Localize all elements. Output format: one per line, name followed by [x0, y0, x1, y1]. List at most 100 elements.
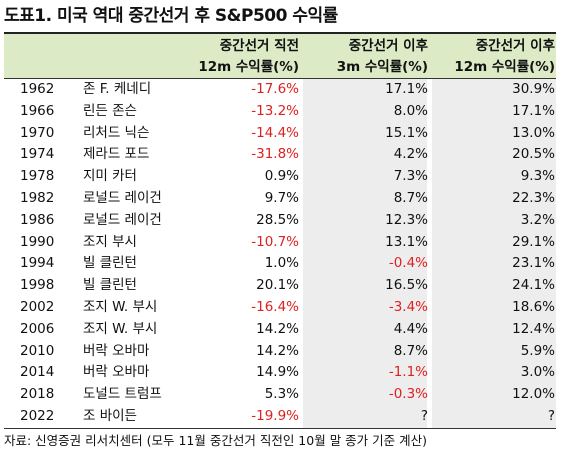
post12m-return-cell: 23.1% [512, 255, 555, 272]
table-row: 1982 로널드 레이건 9.7% 8.7% 22.3% [0, 188, 563, 210]
year-cell: 1998 [20, 277, 55, 294]
post12m-return-cell: 20.5% [512, 146, 555, 163]
year-cell: 1994 [20, 255, 55, 272]
year-cell: 1962 [20, 81, 55, 97]
table-row: 1986 로널드 레이건 28.5% 12.3% 3.2% [0, 210, 563, 232]
column-shade-post12m [432, 79, 556, 428]
post3m-return-cell: -0.3% [388, 386, 428, 403]
post12m-return-cell: 12.0% [512, 386, 555, 403]
table-row: 1990 조지 부시 -10.7% 13.1% 29.1% [0, 232, 563, 254]
pre12m-return-cell: 28.5% [256, 211, 299, 228]
pre12m-return-cell: -17.6% [251, 81, 299, 97]
pre12m-return-cell: 20.1% [256, 277, 299, 294]
post3m-return-cell: 12.3% [385, 211, 428, 228]
pre12m-return-cell: -14.4% [251, 124, 299, 141]
header-post12m-line1: 중간선거 이후 [475, 38, 555, 54]
table-row: 2022 조 바이든 -19.9%?? [0, 406, 563, 428]
president-cell: 리처드 닉슨 [83, 124, 150, 141]
top-rule [4, 32, 556, 34]
post3m-return-cell: -0.4% [388, 255, 428, 272]
president-cell: 로널드 레이건 [83, 211, 162, 228]
year-cell: 2006 [20, 320, 55, 337]
header-post3m-line2: 3m 수익률(%) [336, 59, 428, 75]
pre12m-return-cell: -10.7% [251, 233, 299, 250]
table-row: 1994 빌 클린턴 1.0% -0.4% 23.1% [0, 253, 563, 275]
pre12m-return-cell: 14.2% [256, 320, 299, 337]
president-cell: 지미 카터 [83, 168, 137, 185]
bottom-rule [4, 428, 556, 429]
president-cell: 버락 오바마 [83, 364, 150, 381]
year-cell: 2010 [20, 342, 55, 359]
post12m-return-cell: 30.9% [512, 81, 555, 97]
year-cell: 1966 [20, 102, 55, 119]
post12m-return-cell: 17.1% [512, 102, 555, 119]
pre12m-return-cell: -19.9% [251, 408, 299, 424]
year-cell: 1990 [20, 233, 55, 250]
post3m-return-cell: 8.7% [393, 190, 428, 206]
header-pre12m-line1: 중간선거 직전 [219, 38, 299, 54]
year-cell: 2014 [20, 364, 55, 381]
post12m-return-cell: ? [547, 408, 555, 424]
pre12m-return-cell: 0.9% [264, 168, 299, 185]
post3m-return-cell: 4.4% [393, 320, 428, 337]
year-cell: 1974 [20, 146, 55, 163]
table-row: 1974 제라드 포드 -31.8% 4.2% 20.5% [0, 144, 563, 166]
source-note: 자료: 신영증권 리서치센터 (모두 11월 중간선거 직전인 10월 말 종가… [4, 433, 427, 448]
table-row: 2002 조지 W. 부시 -16.4% -3.4% 18.6% [0, 297, 563, 319]
president-cell: 조 바이든 [83, 408, 137, 424]
pre12m-return-cell: -13.2% [251, 102, 299, 119]
president-cell: 로널드 레이건 [83, 190, 162, 206]
pre12m-return-cell: 14.9% [256, 364, 299, 381]
post3m-return-cell: 17.1% [385, 81, 428, 97]
post3m-return-cell: 16.5% [385, 277, 428, 294]
president-cell: 빌 클린턴 [83, 255, 137, 272]
pre12m-return-cell: 5.3% [264, 386, 299, 403]
header-rule [4, 78, 556, 79]
year-cell: 2002 [20, 299, 55, 315]
year-cell: 2022 [20, 408, 55, 424]
post12m-return-cell: 3.2% [520, 211, 555, 228]
year-cell: 2018 [20, 386, 55, 403]
table-row: 2010 버락 오바마 14.2% 8.7% 5.9% [0, 341, 563, 363]
table-row: 1978 지미 카터 0.9% 7.3% 9.3% [0, 166, 563, 188]
pre12m-return-cell: 14.2% [256, 342, 299, 359]
year-cell: 1986 [20, 211, 55, 228]
table-row: 2014 버락 오바마 14.9% -1.1% 3.0% [0, 362, 563, 384]
table-row: 1970 리처드 닉슨 -14.4% 15.1% 13.0% [0, 123, 563, 145]
post3m-return-cell: -1.1% [388, 364, 428, 381]
column-shade-post3m [303, 79, 427, 428]
president-cell: 조지 W. 부시 [83, 320, 158, 337]
president-cell: 버락 오바마 [83, 342, 150, 359]
year-cell: 1982 [20, 190, 55, 206]
president-cell: 존 F. 케네디 [83, 81, 152, 97]
table-row: 1962 존 F. 케네디 -17.6% 17.1% 30.9% [0, 79, 563, 101]
post12m-return-cell: 13.0% [512, 124, 555, 141]
president-cell: 도널드 트럼프 [83, 386, 162, 403]
post12m-return-cell: 24.1% [512, 277, 555, 294]
header-post3m-line1: 중간선거 이후 [348, 38, 428, 54]
president-cell: 조지 부시 [83, 233, 137, 250]
header-post12m-line2: 12m 수익률(%) [454, 59, 555, 75]
table-row: 1966 린든 존슨 -13.2% 8.0% 17.1% [0, 101, 563, 123]
header-background [4, 34, 556, 78]
president-cell: 조지 W. 부시 [83, 299, 158, 315]
pre12m-return-cell: 1.0% [264, 255, 299, 272]
post12m-return-cell: 12.4% [512, 320, 555, 337]
header-pre12m-line2: 12m 수익률(%) [198, 59, 299, 75]
post3m-return-cell: ? [420, 408, 428, 424]
pre12m-return-cell: 9.7% [264, 190, 299, 206]
post3m-return-cell: 8.0% [393, 102, 428, 119]
post12m-return-cell: 9.3% [520, 168, 555, 185]
table-row: 2018 도널드 트럼프 5.3% -0.3% 12.0% [0, 384, 563, 406]
post3m-return-cell: 7.3% [393, 168, 428, 185]
year-cell: 1978 [20, 168, 55, 185]
post3m-return-cell: 8.7% [393, 342, 428, 359]
post3m-return-cell: 4.2% [393, 146, 428, 163]
post3m-return-cell: 13.1% [385, 233, 428, 250]
post12m-return-cell: 22.3% [512, 190, 555, 206]
post3m-return-cell: 15.1% [385, 124, 428, 141]
pre12m-return-cell: -31.8% [251, 146, 299, 163]
president-cell: 빌 클린턴 [83, 277, 137, 294]
document-title: 도표1. 미국 역대 중간선거 후 S&P500 수익률 [4, 6, 338, 26]
year-cell: 1970 [20, 124, 55, 141]
